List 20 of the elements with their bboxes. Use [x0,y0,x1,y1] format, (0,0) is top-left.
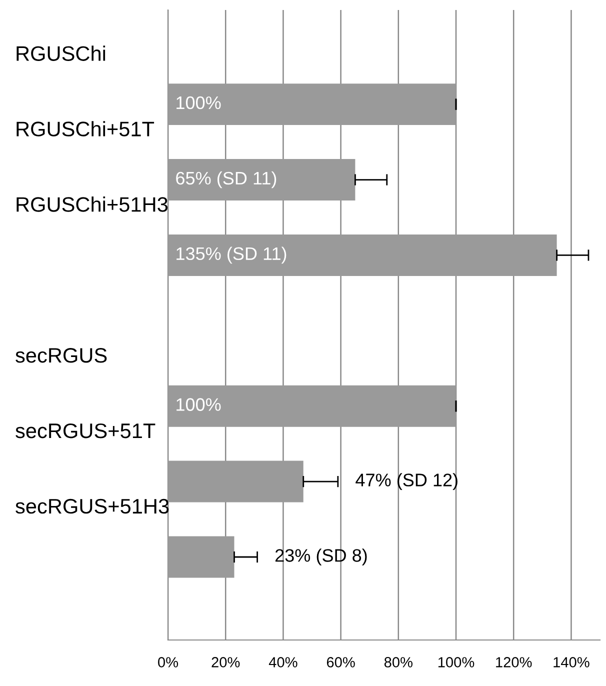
data-label: 23% (SD 8) [275,548,367,566]
x-tick-label: 100% [438,657,474,668]
data-label: 65% (SD 11) [176,171,276,188]
x-tick-label: 120% [496,657,532,668]
y-tick-label: RGUSChi+51T [16,121,154,136]
data-label: 135% (SD 11) [176,246,286,264]
x-tick-label: 80% [384,657,412,668]
y-tick-label: secRGUS+51T [16,423,156,438]
y-tick-label: RGUSChi+51H3 [16,196,168,212]
x-tick-label: 40% [268,657,298,668]
x-tick-label: 0% [158,657,178,668]
data-label: 100% [176,398,221,411]
y-tick-label: RGUSChi [16,46,106,61]
x-tick-label: 20% [212,657,240,668]
x-tick-label: 60% [326,657,355,668]
data-label: 47% (SD 12) [356,473,458,490]
x-tick-label: 140% [554,657,590,668]
data-label: 100% [176,96,221,110]
y-tick-label: secRGUS+51H3 [16,498,169,514]
y-tick-label: secRGUS [16,348,107,363]
